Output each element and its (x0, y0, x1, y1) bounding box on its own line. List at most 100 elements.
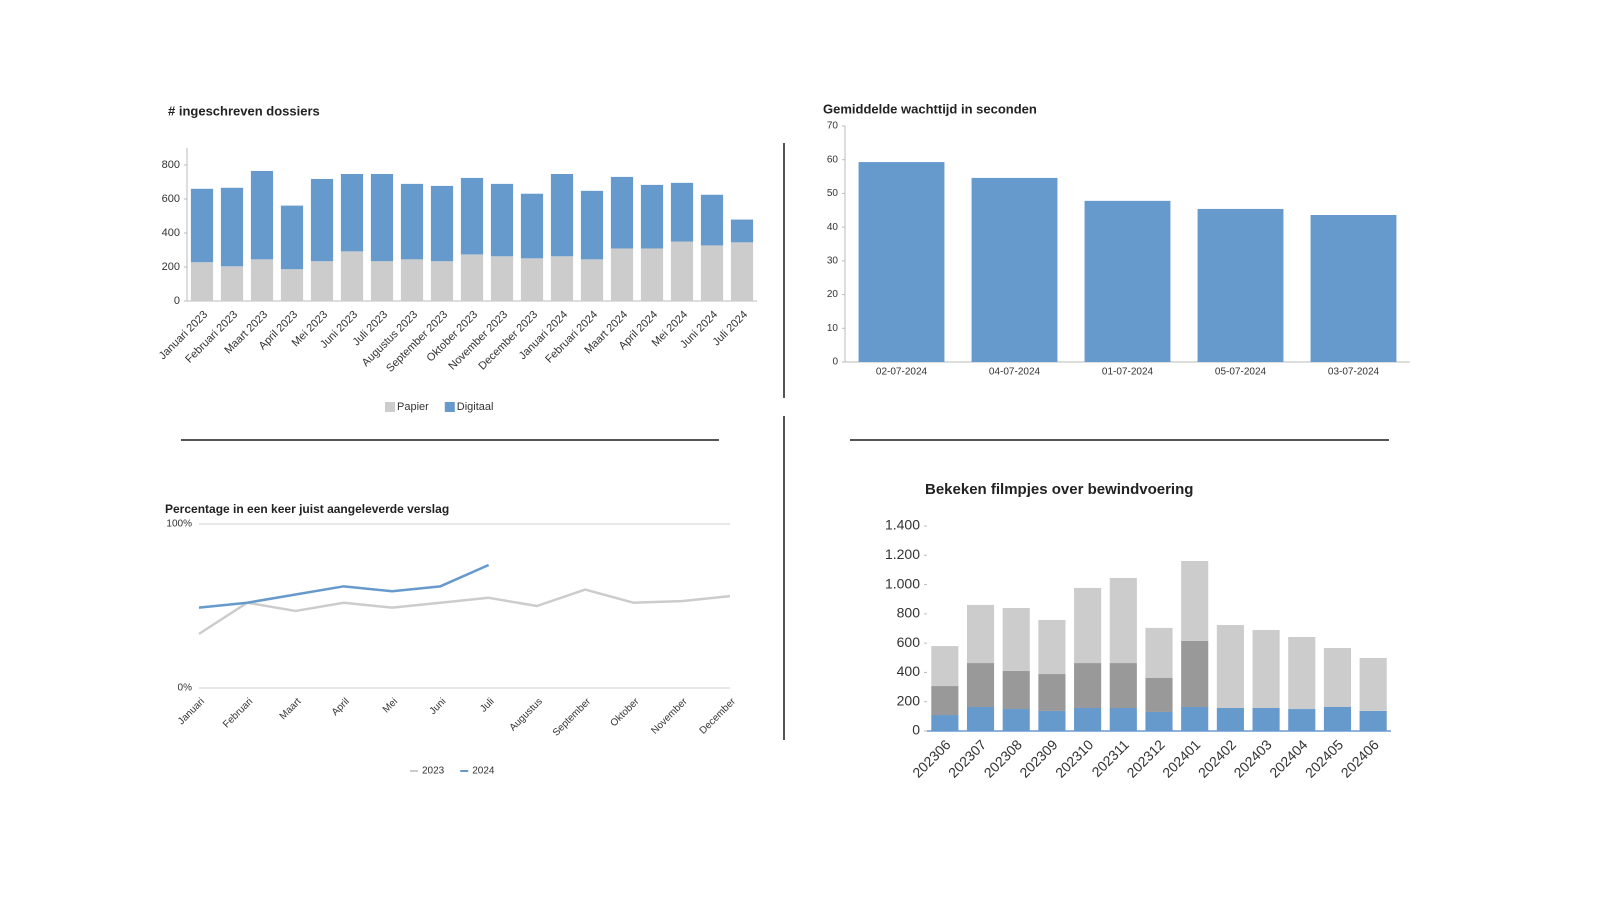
y-tick-label: 70 (827, 121, 839, 132)
bar-segment (250, 170, 274, 260)
y-tick-label: 0 (912, 722, 920, 738)
bar-segment (670, 182, 694, 242)
legend-label: Digitaal (457, 401, 494, 413)
bar-segment (1181, 560, 1209, 641)
bar-segment (250, 259, 274, 301)
y-tick-label: 1.000 (885, 575, 920, 591)
bar-segment (1323, 647, 1352, 707)
bar-segment (670, 241, 694, 301)
x-tick-label: Maart (278, 696, 304, 722)
y-tick-label: 100% (166, 519, 192, 530)
x-tick-label: 03-07-2024 (1328, 367, 1380, 378)
y-tick-label: 10 (827, 323, 839, 334)
y-tick-label: 60 (827, 154, 839, 165)
bar-segment (1109, 663, 1137, 709)
bar-segment (220, 187, 244, 267)
bar-segment (730, 219, 754, 243)
bar-segment (966, 663, 995, 707)
bar-segment (700, 245, 724, 301)
x-tick-label: 202312 (1123, 736, 1167, 780)
bar-segment (1074, 587, 1102, 664)
bar-segment (1038, 620, 1066, 675)
x-tick-label: Juli (478, 696, 496, 714)
bar-segment (1002, 670, 1030, 710)
chart-title: Gemiddelde wachttijd in seconden (823, 101, 1037, 116)
chart-title: # ingeschreven dossiers (168, 103, 320, 118)
legend-swatch (444, 402, 455, 412)
y-tick-label: 1.200 (885, 546, 920, 562)
bar-segment (1038, 674, 1066, 711)
bar-segment (931, 686, 959, 716)
bar (971, 177, 1058, 362)
x-tick-label: April (330, 696, 352, 718)
bar-segment (1002, 608, 1030, 671)
bar-segment (1181, 706, 1209, 731)
legend-label: 2024 (472, 766, 495, 777)
y-tick-label: 0% (178, 683, 193, 694)
bar-segment (640, 248, 664, 301)
bar-segment (1288, 709, 1316, 731)
bar-segment (280, 205, 304, 270)
chart-title: Bekeken filmpjes over bewindvoering (925, 481, 1193, 498)
bar-segment (220, 266, 244, 301)
bar-segment (730, 242, 754, 301)
bar-segment (280, 269, 304, 301)
bar-segment (520, 258, 544, 301)
y-tick-label: 0 (832, 357, 838, 368)
bar-segment (370, 261, 394, 301)
bar-segment (520, 193, 544, 259)
bar-segment (400, 183, 424, 260)
bar-segment (1145, 711, 1173, 731)
bar-segment (1252, 629, 1280, 709)
x-tick-label: 202404 (1266, 736, 1310, 780)
legend-label: Papier (397, 401, 429, 413)
bar (858, 162, 945, 362)
y-tick-label: 600 (162, 193, 180, 205)
y-tick-label: 800 (162, 159, 180, 171)
y-tick-label: 40 (827, 222, 839, 233)
bar-segment (580, 190, 604, 260)
y-tick-label: 30 (827, 255, 839, 266)
y-tick-label: 600 (897, 634, 921, 650)
x-tick-label: Januari (176, 696, 207, 727)
x-tick-label: 202403 (1230, 736, 1274, 780)
y-tick-label: 20 (827, 289, 839, 300)
y-tick-label: 400 (162, 227, 180, 239)
x-tick-label: September (551, 696, 594, 739)
y-tick-label: 800 (897, 605, 921, 621)
bar-segment (1145, 627, 1173, 678)
bar-segment (1145, 677, 1173, 712)
x-tick-label: 202310 (1052, 736, 1096, 780)
bar-segment (190, 188, 214, 263)
bar-segment (1181, 640, 1209, 707)
legend-swatch (385, 402, 395, 412)
bar-segment (1288, 636, 1316, 710)
bar-segment (1074, 708, 1102, 731)
x-tick-label: 202307 (945, 736, 989, 780)
line-series (198, 563, 490, 609)
bar-segment (550, 174, 574, 257)
y-tick-label: 50 (827, 188, 839, 199)
x-tick-label: 202311 (1088, 736, 1132, 780)
x-tick-label: 202405 (1302, 736, 1346, 780)
bar-segment (310, 178, 334, 262)
bar-segment (490, 183, 514, 257)
bar-segment (966, 604, 995, 664)
y-tick-label: 200 (897, 692, 921, 708)
bar-segment (460, 254, 484, 301)
y-tick-label: 0 (174, 295, 180, 307)
bar-segment (1359, 710, 1387, 731)
y-tick-label: 1.400 (885, 517, 920, 533)
bar-segment (1359, 657, 1387, 711)
bar-segment (1074, 663, 1102, 709)
bar-segment (1109, 577, 1137, 664)
bar-segment (1002, 709, 1030, 731)
bar-segment (931, 715, 959, 731)
bar-segment (1216, 624, 1244, 709)
x-tick-label: Oktober (609, 696, 642, 729)
x-tick-label: 202402 (1195, 736, 1239, 780)
y-tick-label: 200 (162, 261, 180, 273)
x-tick-label: 202308 (981, 736, 1025, 780)
